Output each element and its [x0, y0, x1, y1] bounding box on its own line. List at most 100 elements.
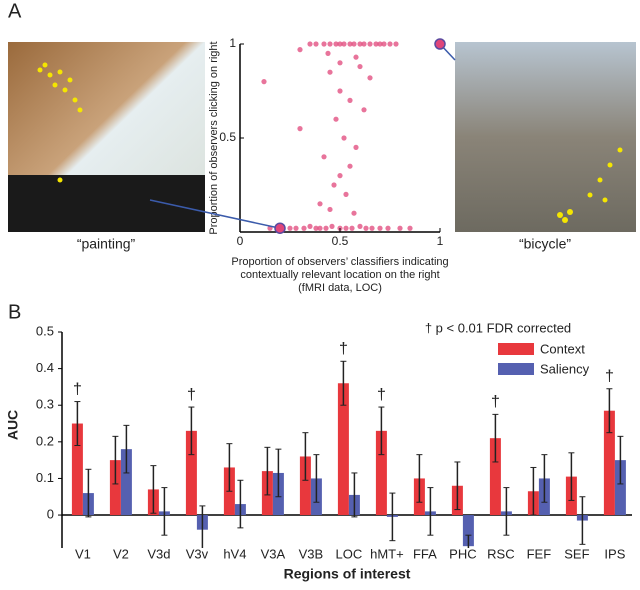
fixations [37, 62, 623, 223]
x-tick-label: SEF [564, 546, 589, 561]
bar [109, 460, 121, 516]
y-tick-label: 0.1 [36, 470, 54, 485]
x-tick-label: FFA [413, 546, 437, 561]
legend-swatch [498, 343, 534, 355]
point [349, 225, 355, 231]
point [297, 126, 303, 132]
highlight [434, 38, 446, 50]
point [357, 63, 363, 70]
x-axis-label: Regions of interest [284, 566, 411, 582]
connector [149, 199, 281, 229]
point [351, 41, 357, 47]
point [307, 41, 313, 47]
point [313, 225, 319, 231]
point [293, 225, 299, 231]
x-tick-label: V1 [75, 546, 91, 561]
point [351, 210, 357, 216]
point [377, 225, 383, 231]
legend-label: Context [540, 341, 585, 356]
point [387, 41, 393, 47]
point [327, 69, 333, 75]
point [373, 41, 379, 47]
x-tick-label: IPS [604, 546, 625, 561]
y-axis-label: Proportion of observers clicking on righ… [208, 41, 220, 234]
x-tick-label: FEF [527, 546, 552, 561]
point [353, 144, 359, 150]
annotation: † p < 0.01 FDR corrected [425, 320, 571, 335]
bar [462, 515, 474, 547]
point [367, 41, 373, 47]
point [347, 97, 353, 103]
significance-marker: † [605, 368, 614, 385]
x-axis-label: (fMRI data, LOC) [298, 282, 382, 294]
point [323, 225, 329, 231]
image-caption: “bicycle” [519, 236, 571, 252]
point [317, 225, 323, 231]
bar [71, 423, 83, 516]
legend-label: Saliency [540, 361, 590, 376]
x-tick-label: V3B [299, 546, 324, 561]
point [261, 79, 267, 85]
bar [489, 438, 501, 516]
point [321, 41, 327, 47]
x-tick-label: RSC [487, 546, 514, 561]
point [327, 206, 333, 213]
y-tick-label: 0.3 [36, 397, 54, 412]
point [343, 225, 349, 231]
point [297, 47, 303, 53]
bar [299, 456, 311, 516]
point [357, 41, 363, 47]
point [331, 182, 337, 188]
x-axis-label: contextually relevant location on the ri… [240, 269, 439, 281]
point [333, 116, 339, 122]
bar [375, 430, 387, 516]
legend-swatch [498, 363, 534, 375]
point [317, 201, 323, 207]
point [357, 223, 363, 229]
bar [120, 449, 132, 516]
point [369, 225, 375, 231]
y-tick-label: 0.2 [36, 433, 54, 448]
x-tick-label: PHC [449, 546, 476, 561]
y-tick-label: 0.5 [219, 130, 236, 144]
photo-bicycle [455, 42, 636, 232]
point [353, 54, 359, 60]
significance-marker: † [491, 394, 500, 411]
x-tick-label: 1 [437, 234, 444, 248]
y-tick-label: 0.5 [36, 323, 54, 338]
x-tick-label: V3v [186, 546, 209, 561]
x-tick-label: V3A [261, 546, 286, 561]
point [321, 154, 327, 160]
x-tick-label: 0 [237, 234, 244, 248]
point [393, 41, 399, 47]
significance-marker: † [187, 386, 196, 403]
photo-floor [8, 175, 205, 232]
point [287, 225, 293, 231]
x-tick-label: 0.5 [332, 234, 349, 248]
y-tick-label: 1 [229, 36, 236, 50]
point [377, 41, 383, 47]
point [337, 60, 343, 66]
significance-marker: † [339, 341, 348, 358]
point [361, 41, 367, 47]
point [337, 41, 343, 47]
point [337, 88, 343, 94]
point [325, 50, 331, 57]
point [363, 225, 369, 231]
point [407, 225, 413, 231]
point [341, 41, 347, 47]
bar [337, 383, 349, 516]
point [301, 225, 307, 231]
highlight [274, 222, 286, 234]
point [329, 223, 335, 229]
point [361, 107, 367, 113]
point [397, 225, 403, 231]
point [343, 191, 349, 197]
image-caption: “painting” [77, 236, 136, 252]
bar [603, 410, 615, 516]
panel-letter: B [8, 301, 21, 323]
y-tick-label: 0.4 [36, 360, 54, 375]
x-tick-label: hMT+ [370, 546, 404, 561]
significance-marker: † [73, 381, 82, 398]
